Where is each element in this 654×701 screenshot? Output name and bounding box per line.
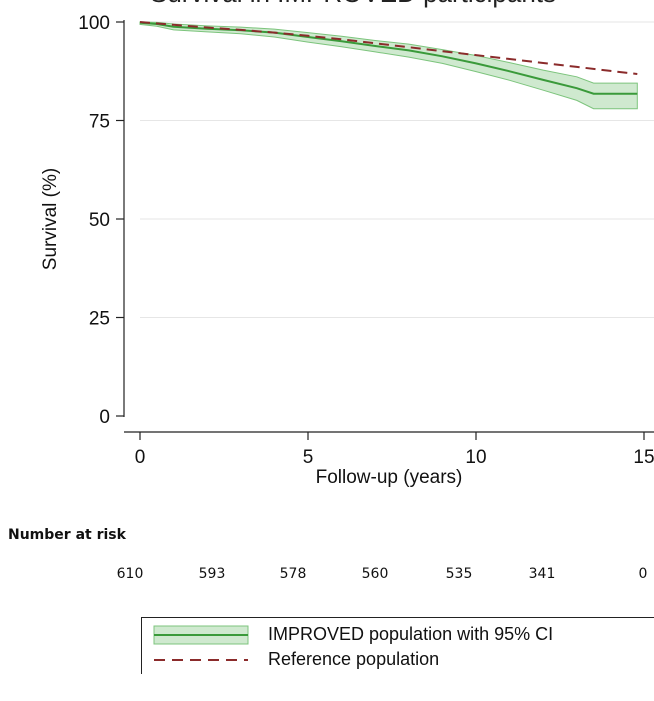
y-tick-label-100: 100 — [78, 13, 110, 34]
x-tick-label-15: 15 — [633, 447, 654, 468]
number-at-risk-value: 535 — [445, 566, 473, 582]
y-tick-label-0: 0 — [99, 407, 110, 428]
y-axis-title: Survival (%) — [40, 168, 61, 270]
legend-item-reference: Reference population — [142, 647, 654, 673]
y-tick-label-75: 75 — [89, 112, 110, 133]
number-at-risk-value: 0 — [638, 566, 648, 582]
chart-title: Survival in IMPROVED participants — [150, 0, 556, 8]
x-tick-label-5: 5 — [303, 447, 314, 468]
legend: IMPROVED population with 95% CI Referenc… — [141, 617, 654, 674]
ci-band-improved — [139, 21, 638, 110]
x-tick-label-0: 0 — [135, 447, 146, 468]
survival-chart: 0 25 50 75 100 0 5 10 15 Follow-up (years) Surviva… — [40, 13, 654, 488]
series-line-reference — [139, 21, 638, 75]
number-at-risk-value: 341 — [528, 566, 556, 582]
number-at-risk-value: 610 — [116, 566, 144, 582]
legend-swatch-improved — [153, 625, 249, 645]
number-at-risk-label: Number at risk — [8, 527, 126, 543]
y-tick-label-25: 25 — [89, 309, 110, 330]
number-at-risk-value: 593 — [198, 566, 226, 582]
legend-swatch-reference — [154, 659, 248, 661]
x-axis-title: Follow-up (years) — [316, 467, 463, 488]
x-tick-label-10: 10 — [465, 447, 486, 468]
legend-label-improved: IMPROVED population with 95% CI — [268, 624, 554, 644]
legend-item-improved: IMPROVED population with 95% CI — [142, 622, 654, 648]
chart-title-clip: Survival in IMPROVED participants — [0, 0, 654, 8]
number-at-risk-value: 560 — [361, 566, 389, 582]
series-line-improved — [139, 21, 638, 95]
y-tick-label-50: 50 — [89, 210, 110, 231]
number-at-risk-value: 578 — [279, 566, 307, 582]
legend-label-reference: Reference population — [268, 649, 440, 669]
